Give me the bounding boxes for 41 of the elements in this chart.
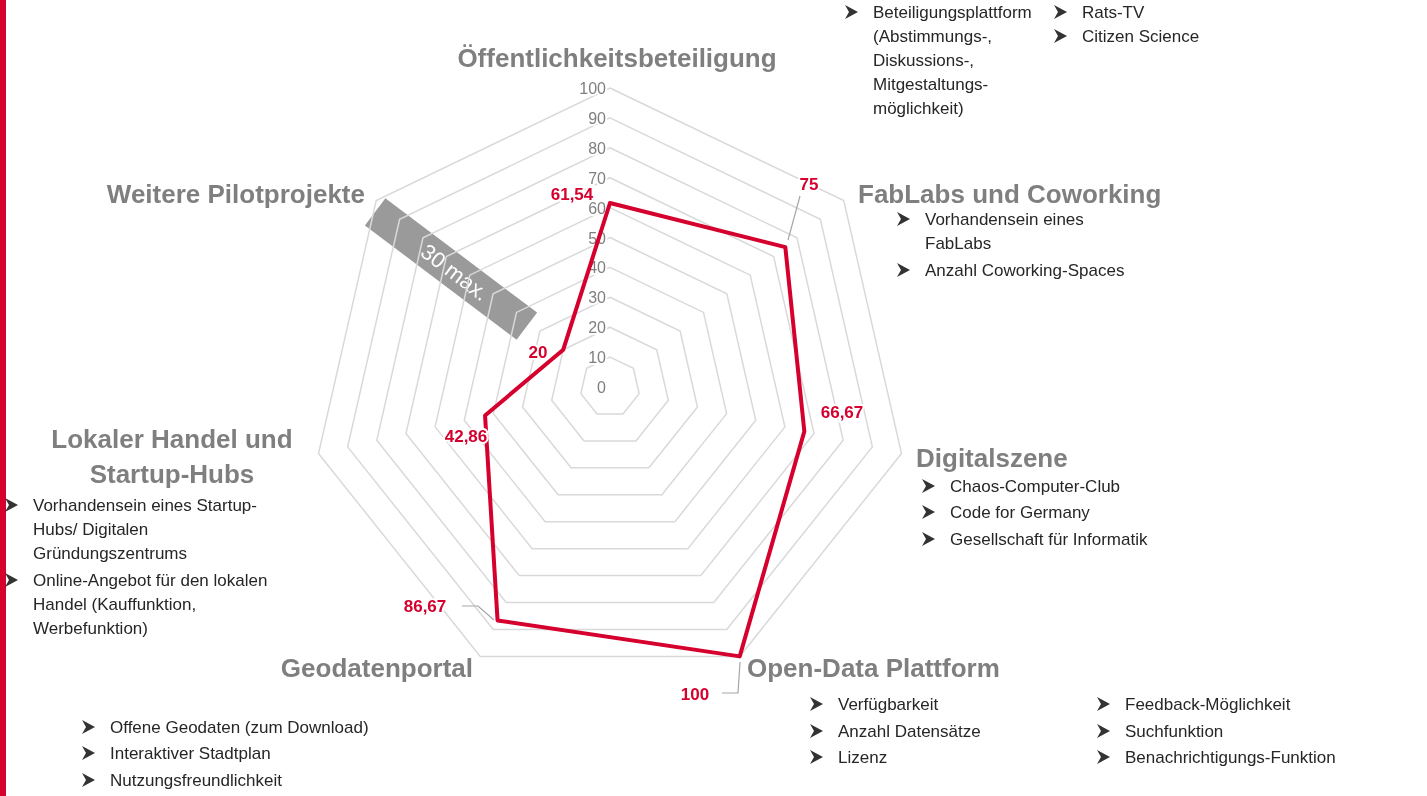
y-tick-label: 10: [588, 349, 607, 367]
text: Gesellschaft für Informatik: [950, 530, 1148, 549]
text: Vorhandensein eines Startup- Hubs/ Digitalen Gründungszentrums: [33, 496, 257, 563]
data-label: 86,67: [403, 597, 447, 616]
y-tick-label: 30: [588, 289, 607, 307]
text: Anzahl Coworking-Spaces: [925, 261, 1125, 280]
text: Beteiligungsplattform (Abstimmungs-, Diskussions-, Mitgestaltungs- möglichkeit): [873, 3, 1032, 118]
text: Interaktiver Stadtplan: [110, 744, 271, 763]
text: Anzahl Datensätze: [838, 722, 981, 741]
spoke-label: Weitere Pilotprojekte: [106, 179, 365, 209]
text: Chaos-Computer-Club: [950, 477, 1121, 496]
y-tick-label: 70: [588, 169, 607, 187]
text: Verfügbarkeit: [838, 695, 939, 714]
spoke-label: Open-Data Plattform: [747, 653, 1000, 683]
text: Nutzungsfreundlichkeit: [110, 771, 283, 790]
spoke-label: Lokaler Handel und Startup-Hubs: [51, 424, 293, 489]
data-label: 100: [680, 685, 710, 704]
spoke-label: Geodatenportal: [280, 653, 473, 683]
y-tick-label: 20: [588, 319, 607, 337]
text: Citizen Science: [1082, 27, 1200, 46]
y-tick-label: 0: [597, 379, 607, 396]
spoke-label: FabLabs und Coworking: [858, 179, 1162, 209]
text: Code for Germany: [950, 503, 1091, 522]
spoke-label: Digitalszene: [916, 443, 1068, 473]
text: 30 max.: [415, 238, 494, 306]
data-label: 20: [528, 343, 548, 362]
text: Suchfunktion: [1125, 722, 1224, 741]
text: Vorhandensein eines FabLabs: [925, 210, 1084, 253]
data-label: 75: [799, 175, 819, 194]
y-tick-label: 90: [588, 109, 607, 127]
y-tick-label: 100: [579, 80, 607, 97]
text: Benachrichtigungs-Funktion: [1125, 748, 1336, 767]
text: Online-Angebot für den lokalen Handel (Kauffunktion, Werbefunktion): [33, 571, 268, 638]
data-label: 66,67: [820, 403, 864, 422]
y-tick-label: 60: [588, 199, 607, 217]
text: Offene Geodaten (zum Download): [110, 718, 369, 737]
text: Rats-TV: [1082, 3, 1145, 22]
text: Feedback-Möglichkeit: [1125, 695, 1291, 714]
text: Lizenz: [838, 748, 888, 767]
y-tick-label: 80: [588, 139, 607, 157]
spoke-label: Öffentlichkeitsbeteiligung: [457, 43, 777, 73]
